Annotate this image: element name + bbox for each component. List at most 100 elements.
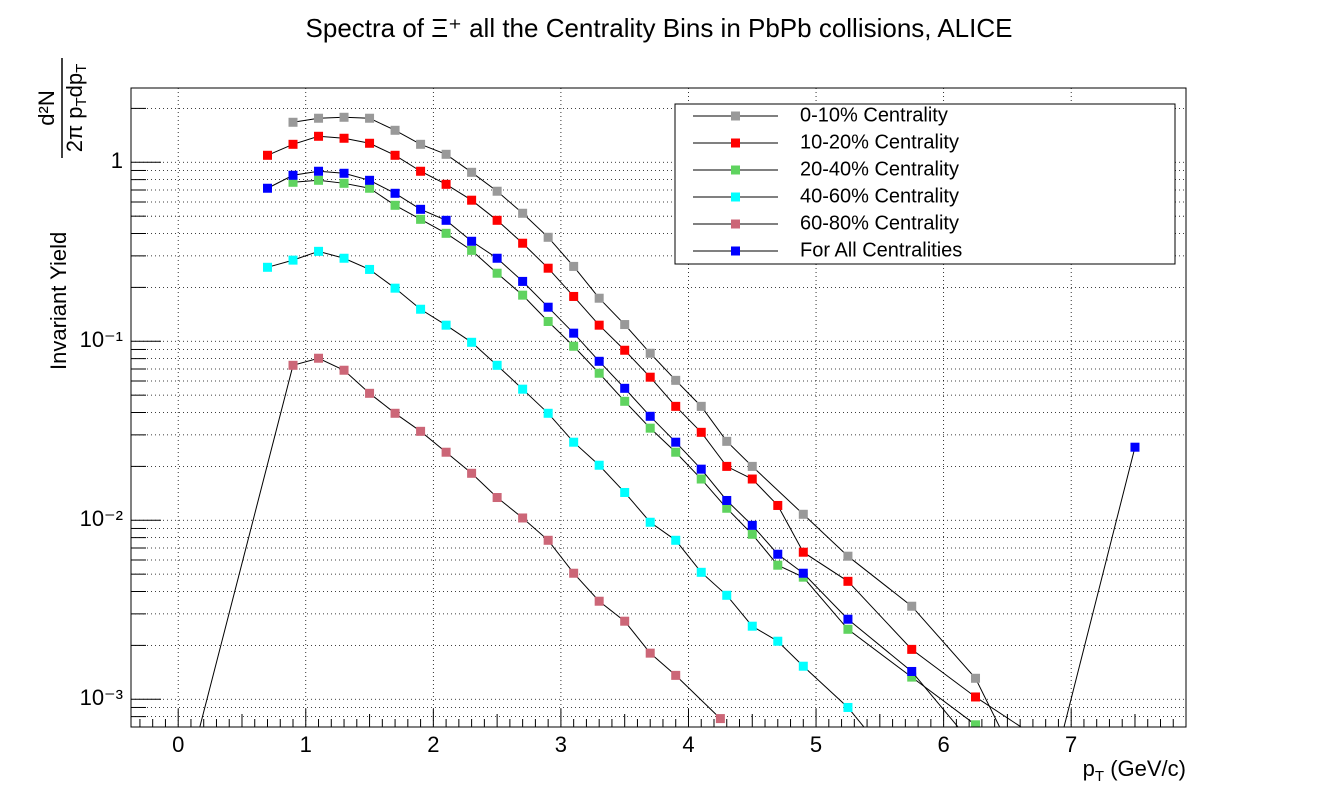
marker [671,535,681,545]
marker [339,112,349,122]
marker [907,672,917,682]
x-tick-label: 6 [937,732,949,757]
y-axis-label-group: Invariant Yield d²N 2π pTdpT [34,58,90,370]
marker [773,560,783,570]
marker [620,396,630,406]
legend-marker [731,138,740,148]
x-label-sub: T [1095,768,1104,785]
marker [645,411,655,421]
marker [492,493,502,503]
den-part: 2π p [62,107,87,153]
marker [390,150,400,160]
marker [416,304,426,314]
marker [971,673,981,683]
marker [696,567,706,577]
marker [696,464,706,474]
marker [441,228,451,238]
marker [798,568,808,578]
marker [798,547,808,557]
marker [262,150,272,160]
marker [747,461,757,471]
marker [288,255,298,265]
marker [722,590,732,600]
marker [620,616,630,626]
marker [620,487,630,497]
y-label-denominator: 2π pTdpT [62,64,90,153]
marker [339,133,349,143]
grid [131,88,1186,728]
marker [773,549,783,559]
marker [696,401,706,411]
marker [518,208,528,218]
marker [645,423,655,433]
marker [314,353,324,363]
marker [773,500,783,510]
x-tick-label: 0 [172,732,184,757]
marker [467,236,477,246]
y-label-numerator: d²N [34,90,59,125]
marker [1130,442,1140,452]
legend-label: 0-10% Centrality [800,104,948,126]
legend-marker [731,246,740,256]
marker [594,320,604,330]
legend-label: 10-20% Centrality [800,131,959,153]
marker [645,372,655,382]
marker [696,427,706,437]
marker [492,360,502,370]
marker [671,375,681,385]
marker [518,513,528,523]
marker [492,186,502,196]
marker [365,138,375,148]
plot-area [199,112,1140,727]
marker [314,113,324,123]
marker [416,426,426,436]
marker [594,293,604,303]
marker [390,200,400,210]
marker [843,576,853,586]
marker [288,117,298,127]
legend-marker [731,192,740,202]
marker [441,447,451,457]
y-tick-label: 10⁻³ [80,685,123,710]
legend-label: For All Centralities [800,239,962,261]
marker [390,188,400,198]
legend-label: 40-60% Centrality [800,185,959,207]
marker [518,276,528,286]
marker [696,474,706,484]
marker [543,316,553,326]
den-sub: T [73,64,90,73]
marker [594,460,604,470]
y-tick-label: 1 [111,148,123,173]
marker [594,368,604,378]
marker [314,246,324,256]
x-axis-label: pT (GeV/c) [1083,756,1186,785]
y-tick-label: 10⁻² [80,506,123,531]
ticks: 0 1 2 3 4 5 6 7 10⁻³ 10⁻² 10⁻¹ 1 [80,107,1187,757]
marker [262,262,272,272]
marker [365,388,375,398]
marker [339,178,349,188]
marker [492,253,502,263]
marker [722,461,732,471]
marker [314,166,324,176]
marker [773,636,783,646]
marker [518,290,528,300]
marker [671,437,681,447]
marker [365,183,375,193]
marker [722,436,732,446]
x-tick-label: 7 [1065,732,1077,757]
marker [339,365,349,375]
marker [747,621,757,631]
marker [843,614,853,624]
x-tick-label: 2 [427,732,439,757]
marker [365,113,375,123]
marker [262,183,272,193]
marker [288,170,298,180]
marker [288,360,298,370]
marker [288,177,298,187]
frame [130,87,1187,728]
legend-label: 20-40% Centrality [800,158,959,180]
x-tick-label: 3 [555,732,567,757]
marker [671,670,681,680]
